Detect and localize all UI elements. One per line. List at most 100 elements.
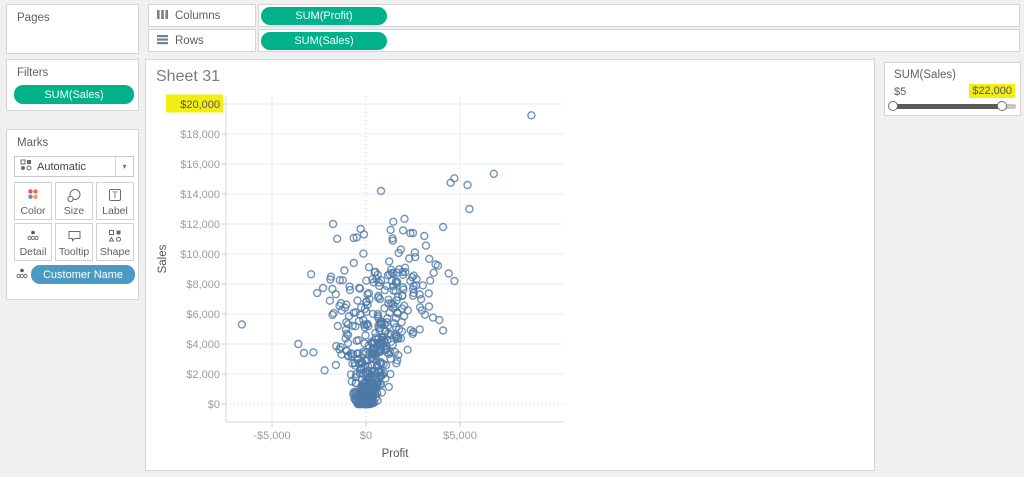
data-point[interactable] — [385, 308, 394, 318]
data-point[interactable] — [463, 180, 472, 190]
rows-shelf[interactable]: SUM(Sales) — [258, 29, 1020, 52]
data-point[interactable] — [349, 308, 358, 318]
data-point[interactable] — [348, 321, 357, 330]
data-point[interactable] — [367, 387, 376, 397]
data-point[interactable] — [345, 285, 355, 295]
data-point[interactable] — [332, 341, 341, 351]
data-point[interactable] — [384, 349, 394, 359]
data-point[interactable] — [411, 252, 420, 262]
data-point[interactable] — [342, 346, 351, 356]
filter-pill-sum-sales[interactable]: SUM(Sales) — [14, 85, 134, 104]
data-point[interactable] — [398, 282, 408, 292]
data-point[interactable] — [388, 340, 397, 349]
detail-button[interactable]: Detail — [14, 223, 52, 261]
data-point[interactable] — [398, 226, 408, 235]
data-point[interactable] — [354, 316, 364, 326]
data-point[interactable] — [527, 111, 536, 120]
data-point[interactable] — [360, 304, 370, 314]
data-point[interactable] — [450, 276, 459, 286]
data-point[interactable] — [376, 186, 386, 196]
size-button[interactable]: Size — [55, 182, 93, 220]
data-point[interactable] — [365, 375, 374, 385]
data-point[interactable] — [391, 286, 400, 296]
data-point[interactable] — [350, 358, 359, 368]
data-point[interactable] — [371, 267, 380, 277]
data-point[interactable] — [361, 331, 370, 340]
data-point[interactable] — [394, 333, 403, 343]
data-point[interactable] — [408, 228, 418, 238]
data-point[interactable] — [362, 276, 371, 285]
pages-card[interactable]: Pages — [6, 4, 139, 54]
data-point[interactable] — [352, 336, 361, 345]
data-point[interactable] — [412, 281, 421, 290]
data-point[interactable] — [375, 371, 385, 381]
data-point[interactable] — [363, 300, 372, 309]
label-button[interactable]: T Label — [96, 182, 134, 220]
data-point[interactable] — [386, 369, 395, 379]
data-point[interactable] — [393, 268, 402, 277]
tooltip-button[interactable]: Tooltip — [55, 223, 93, 261]
data-point[interactable] — [364, 288, 374, 298]
data-point[interactable] — [325, 296, 335, 305]
data-point[interactable] — [312, 288, 322, 298]
data-point[interactable] — [237, 320, 247, 329]
data-point[interactable] — [379, 360, 388, 369]
data-point[interactable] — [359, 249, 368, 258]
data-point[interactable] — [431, 260, 440, 269]
data-point[interactable] — [318, 283, 328, 293]
filters-card[interactable]: Filters SUM(Sales) — [6, 59, 139, 111]
data-point[interactable] — [398, 291, 407, 301]
data-point[interactable] — [363, 356, 372, 365]
data-point[interactable] — [415, 290, 424, 299]
data-point[interactable] — [342, 329, 351, 338]
data-point[interactable] — [342, 300, 351, 309]
columns-pill-sum-profit[interactable]: SUM(Profit) — [261, 7, 387, 25]
data-point[interactable] — [416, 294, 426, 304]
data-point[interactable] — [375, 379, 385, 389]
data-point[interactable] — [393, 309, 402, 318]
data-point[interactable] — [337, 306, 347, 315]
data-point[interactable] — [398, 304, 407, 313]
data-point[interactable] — [396, 245, 406, 254]
data-point[interactable] — [364, 262, 374, 272]
data-point[interactable] — [328, 219, 338, 229]
data-point[interactable] — [385, 270, 394, 279]
data-point[interactable] — [397, 318, 406, 327]
data-point[interactable] — [392, 332, 401, 342]
data-point[interactable] — [329, 308, 338, 318]
data-point[interactable] — [333, 321, 343, 331]
data-point[interactable] — [438, 222, 448, 232]
data-point[interactable] — [397, 327, 407, 336]
data-point[interactable] — [410, 248, 420, 257]
data-point[interactable] — [389, 217, 398, 227]
data-point[interactable] — [299, 348, 309, 358]
data-point[interactable] — [359, 386, 369, 395]
data-point[interactable] — [384, 257, 394, 266]
data-point[interactable] — [343, 330, 353, 340]
data-point[interactable] — [353, 296, 362, 305]
scatter-plot[interactable]: $0 $2,000 $4,000 $6,000 $8,000 $10,000 $12,000… — [146, 60, 874, 470]
data-point[interactable] — [446, 178, 455, 188]
data-point[interactable] — [429, 268, 438, 278]
shape-button[interactable]: Shape — [96, 223, 134, 261]
data-point[interactable] — [424, 302, 434, 311]
data-point[interactable] — [420, 310, 430, 319]
data-point[interactable] — [344, 351, 353, 360]
data-point[interactable] — [294, 339, 303, 349]
data-point[interactable] — [340, 266, 349, 275]
data-point[interactable] — [386, 299, 396, 308]
chevron-down-icon[interactable]: ▾ — [115, 157, 133, 176]
data-point[interactable] — [320, 366, 329, 375]
data-point[interactable] — [362, 398, 371, 408]
data-point[interactable] — [363, 289, 372, 299]
data-point[interactable] — [424, 289, 433, 298]
data-point[interactable] — [435, 315, 444, 325]
data-point[interactable] — [353, 349, 362, 358]
slider-handle-upper[interactable] — [997, 101, 1007, 111]
data-point[interactable] — [384, 382, 394, 392]
data-point[interactable] — [489, 169, 498, 179]
data-point[interactable] — [409, 327, 418, 337]
data-point[interactable] — [450, 174, 459, 183]
data-point[interactable] — [376, 368, 385, 378]
data-point[interactable] — [309, 348, 318, 357]
